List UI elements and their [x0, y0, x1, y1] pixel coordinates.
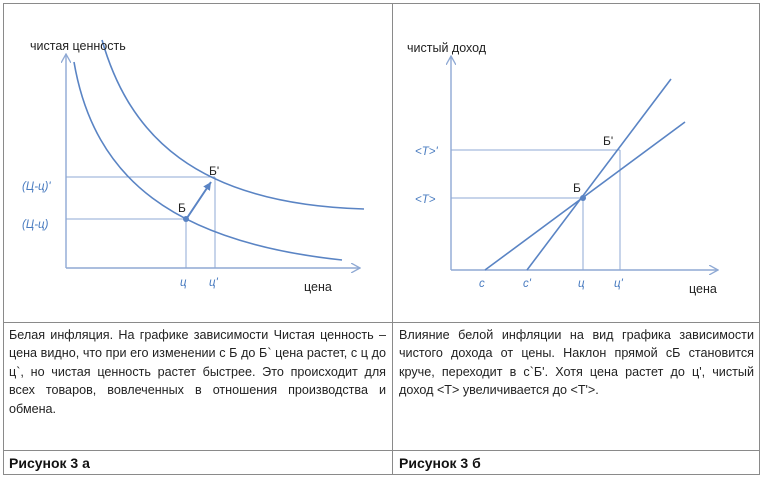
row-divider-label — [3, 450, 760, 451]
figure-table — [3, 3, 760, 475]
point-b-label: Б — [178, 201, 186, 215]
row-divider-caption — [3, 322, 760, 323]
x-axis-label: цена — [304, 280, 332, 294]
column-divider — [392, 3, 393, 475]
x-tick-c-prime: c' — [523, 278, 532, 290]
point-b-prime-label: Б' — [603, 134, 613, 148]
x-tick-ts-prime: ц' — [614, 278, 624, 290]
x-tick-ts: ц — [578, 278, 585, 290]
caption-b: Влияние белой инфляции на вид графика за… — [399, 328, 754, 398]
panel-a-diagram: чистая ценность цена (Ц-ц)' (Ц-ц) ц ц' Б… — [22, 39, 365, 294]
y-tick-prime: <T>' — [415, 146, 438, 158]
panel-b-diagram: чистый доход цена <T>' <T> c c' ц ц' Б Б… — [407, 41, 759, 296]
x-tick: ц — [180, 277, 187, 289]
point-b-label: Б — [573, 181, 581, 195]
y-tick-prime: (Ц-ц)' — [22, 181, 51, 193]
x-tick-prime: ц' — [209, 277, 219, 289]
point-b-prime-label: Б' — [209, 164, 219, 178]
y-axis-label: чистый доход — [407, 41, 487, 55]
point-b — [580, 195, 586, 201]
y-tick: (Ц-ц) — [22, 219, 49, 231]
x-axis-label: цена — [689, 282, 717, 296]
upper-curve — [101, 39, 365, 210]
line-c-prime-b-prime — [526, 78, 672, 271]
y-tick: <T> — [415, 194, 436, 206]
x-tick-c: c — [479, 278, 485, 290]
lower-curve — [73, 61, 343, 261]
caption-a: Белая инфляция. На графике зависимости Ч… — [9, 328, 386, 416]
y-axis-label: чистая ценность — [30, 39, 126, 53]
point-b — [183, 216, 189, 222]
shift-arrow — [186, 181, 212, 219]
figure-label-b: Рисунок 3 б — [399, 455, 481, 471]
figure-label-a: Рисунок 3 а — [9, 455, 90, 471]
